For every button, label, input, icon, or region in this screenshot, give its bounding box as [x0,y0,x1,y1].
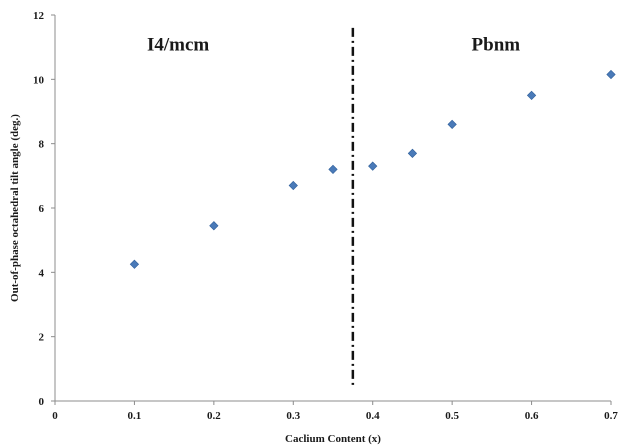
x-tick-label: 0.7 [604,410,618,422]
x-tick-label: 0.1 [128,410,142,422]
data-point [129,259,140,269]
y-axis-ticks: 0 2 4 6 8 10 12 [33,10,55,408]
data-point [368,161,378,171]
data-point [328,164,338,175]
x-tick-label: 0 [52,410,58,422]
x-tick-label: 0.5 [445,410,459,422]
data-point [407,148,418,158]
data-point [209,221,219,231]
x-axis-ticks: 0 0.1 0.2 0.3 0.4 0.5 0.6 0.7 [52,401,618,422]
y-tick-label: 10 [33,74,45,86]
y-tick-label: 4 [39,267,45,279]
y-tick-label: 8 [39,139,45,151]
region-label: I4/mcm [147,34,209,55]
y-tick-label: 0 [39,396,45,408]
y-tick-label: 12 [33,10,45,22]
axes [54,15,611,402]
x-tick-label: 0.2 [207,410,221,422]
data-points [129,69,616,269]
data-point [288,180,298,191]
data-point [606,69,616,80]
x-tick-label: 0.6 [525,410,539,422]
y-axis-title: Out-of-phase octahedral tilt angle (deg.… [9,114,21,302]
x-axis-title: Caclium Content (x) [285,433,381,445]
region-annotations: I4/mcm Pbnm [147,34,520,55]
y-tick-label: 6 [39,203,45,215]
data-point [526,90,537,101]
y-tick-label: 2 [39,332,45,344]
x-tick-label: 0.3 [286,410,300,422]
data-point [447,119,457,129]
x-tick-label: 0.4 [366,410,380,422]
region-label: Pbnm [472,34,521,55]
